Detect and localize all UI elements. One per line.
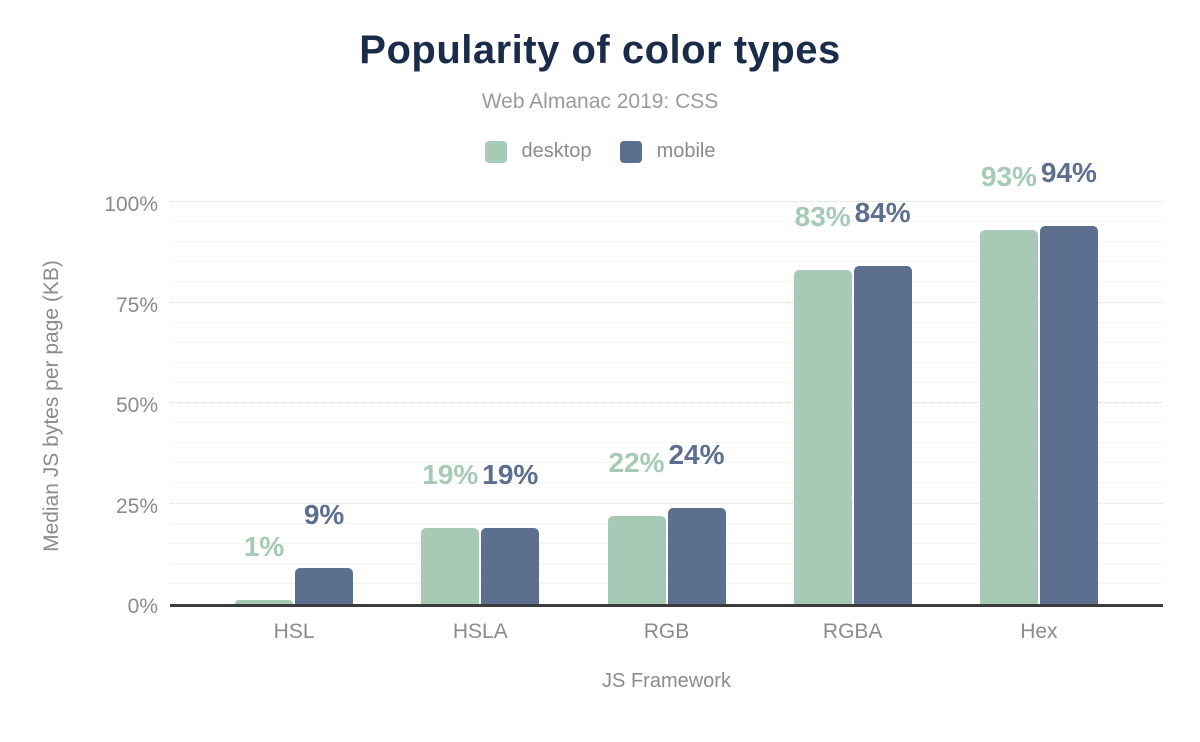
y-tick-50: 50% [115,394,158,417]
gridline-minor [170,381,1163,383]
value-label-mobile-RGB: 24% [668,438,725,470]
gridline-minor [170,442,1163,444]
chart-subtitle: Web Almanac 2019: CSS [481,90,719,113]
gridline-minor [170,522,1163,524]
gridline-minor [170,321,1163,323]
bar-desktop-RGB [607,515,666,604]
gridline-minor [170,341,1163,343]
legend-swatch-mobile-icon [619,140,642,163]
legend-item-mobile: mobile [619,140,716,163]
gridline-major [170,502,1163,504]
bar-mobile-RGBA [853,266,912,604]
legend-item-desktop: desktop [484,140,592,163]
value-label-mobile-Hex: 94% [1040,157,1097,189]
gridline-minor [170,422,1163,424]
gridline-minor [170,562,1163,564]
value-label-desktop-HSL: 1% [243,530,285,562]
gridline-major [170,402,1163,403]
bar-mobile-HSLA [481,527,540,604]
bar-mobile-RGB [667,507,726,604]
gridline-minor [170,542,1163,544]
chart-title: Popularity of color types [359,28,841,72]
bar-desktop-HSLA [421,527,480,604]
bar-mobile-Hex [1039,226,1098,604]
value-label-desktop-HSLA: 19% [422,458,479,490]
x-tick-HSLA: HSLA [452,620,508,643]
legend-label-desktop: desktop [521,140,592,162]
gridline-minor [170,281,1163,283]
value-label-mobile-HSL: 9% [303,498,345,530]
legend-label-mobile: mobile [656,140,716,162]
value-label-desktop-Hex: 93% [980,161,1037,193]
x-tick-RGBA: RGBA [822,620,883,643]
y-tick-25: 25% [115,494,158,518]
y-tick-75: 75% [115,293,158,317]
bar-desktop-RGBA [793,270,852,604]
bar-desktop-Hex [979,230,1038,604]
x-tick-Hex: Hex [1020,620,1058,643]
gridline-minor [170,462,1163,464]
gridline-minor [170,241,1163,243]
value-label-desktop-RGB: 22% [608,446,665,478]
gridline-minor [170,261,1163,263]
gridline-major [170,201,1163,202]
gridline-minor [170,482,1163,484]
x-axis-title: JS Framework [602,670,731,692]
x-tick-RGB: RGB [643,620,690,643]
legend: desktop mobile [0,140,1200,163]
gridline-major [170,301,1163,303]
gridline-minor [170,221,1163,223]
x-tick-HSL: HSL [273,620,315,643]
value-label-mobile-RGBA: 84% [854,197,911,229]
value-label-mobile-HSLA: 19% [482,458,539,490]
y-tick-100: 100% [104,193,158,216]
value-label-desktop-RGBA: 83% [794,201,851,233]
bar-mobile-HSL [295,567,354,604]
plot-area: 1% 9% 19% 19% 22% 24% 83% 84% 93% 94% [170,159,1163,607]
gridline-minor [170,582,1163,584]
bar-desktop-HSL [235,599,294,604]
gridline-minor [170,361,1163,363]
legend-swatch-desktop-icon [484,140,507,163]
y-tick-0: 0% [127,595,158,618]
